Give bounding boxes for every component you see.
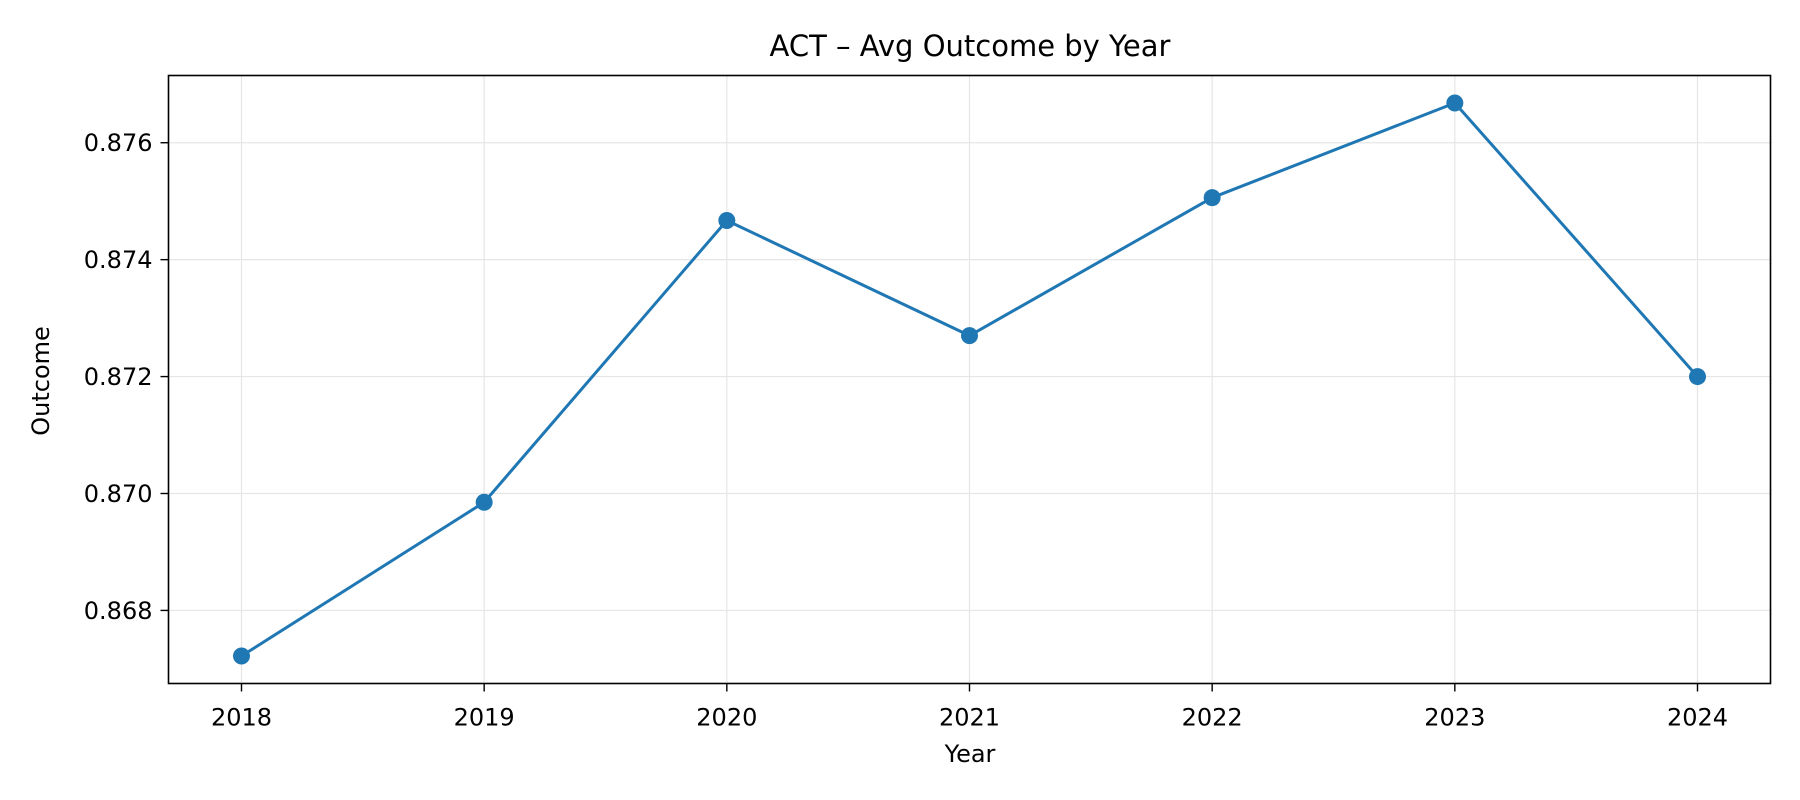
y-tick-label: 0.872 (84, 363, 153, 391)
data-point (718, 211, 736, 229)
x-tick-label: 2018 (211, 704, 272, 732)
x-tick-label: 2020 (696, 704, 757, 732)
grid (168, 75, 1771, 684)
y-tick-label: 0.874 (84, 246, 153, 274)
x-tick-label: 2022 (1182, 704, 1243, 732)
chart-title: ACT – Avg Outcome by Year (770, 29, 1171, 63)
x-tick-label: 2021 (939, 704, 1000, 732)
data-point (1446, 94, 1464, 112)
x-axis-label: Year (944, 740, 996, 768)
x-tick-labels: 2018 2019 2020 2021 2022 2023 2024 (211, 704, 1728, 732)
y-tick-label: 0.876 (84, 129, 153, 157)
data-point (1689, 368, 1706, 386)
x-tick-label: 2019 (454, 704, 515, 732)
data-point (961, 327, 978, 345)
x-tick-label: 2023 (1424, 704, 1485, 732)
series-group (233, 94, 1706, 665)
x-tick-label: 2024 (1667, 704, 1728, 732)
data-point (233, 647, 250, 665)
data-point (475, 493, 493, 511)
y-tick-labels: 0.868 0.870 0.872 0.874 0.876 (84, 129, 153, 625)
y-tick-label: 0.870 (84, 480, 153, 508)
y-axis-label: Outcome (27, 326, 55, 436)
y-tick-label: 0.868 (84, 597, 153, 625)
axis-ticks (160, 142, 1699, 692)
data-point (1203, 189, 1221, 207)
